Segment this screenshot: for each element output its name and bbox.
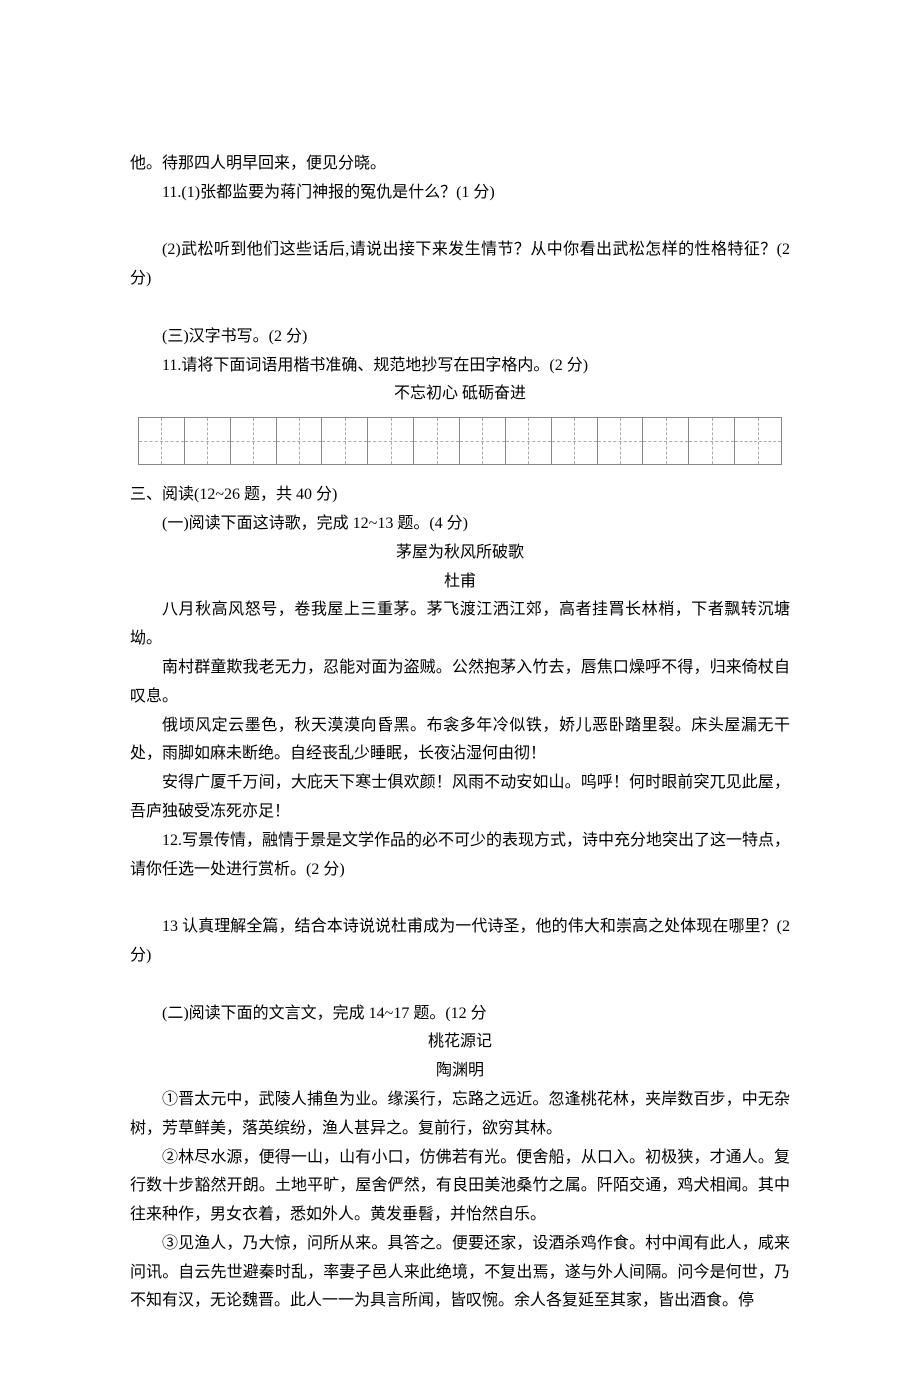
tianzige-cell — [185, 418, 231, 464]
reading-sub1-heading: (一)阅读下面这诗歌，完成 12~13 题。(4 分) — [130, 510, 790, 539]
prose-title: 桃花源记 — [130, 1028, 790, 1057]
tianzige-cell — [322, 418, 368, 464]
tianzige-grid — [138, 417, 782, 465]
poem-author: 杜甫 — [130, 568, 790, 597]
spacer — [130, 884, 790, 913]
question-11-instruction: 11.请将下面词语用楷书准确、规范地抄写在田字格内。(2 分) — [130, 352, 790, 381]
spacer — [130, 294, 790, 323]
spacer — [130, 971, 790, 1000]
question-11-1: 11.(1)张都监要为蒋门神报的冤仇是什么？(1 分) — [130, 179, 790, 208]
prose-author: 陶渊明 — [130, 1057, 790, 1086]
tianzige-cell — [506, 418, 552, 464]
continuation-line: 他。待那四人明早回来，便见分晓。 — [130, 150, 790, 179]
poem-title: 茅屋为秋风所破歌 — [130, 539, 790, 568]
reading-section-heading: 三、阅读(12~26 题，共 40 分) — [130, 481, 790, 510]
tianzige-cell — [139, 418, 185, 464]
question-12: 12.写景传情，融情于景是文学作品的必不可少的表现方式，诗中充分地突出了这一特点… — [130, 827, 790, 885]
question-11-2: (2)武松听到他们这些话后,请说出接下来发生情节？从中你看出武松怎样的性格特征？… — [130, 236, 790, 294]
document-body: 他。待那四人明早回来，便见分晓。 11.(1)张都监要为蒋门神报的冤仇是什么？(… — [130, 150, 790, 1316]
tianzige-cell — [598, 418, 644, 464]
prose-paragraph-2: ②林尽水源，便得一山，山有小口，仿佛若有光。便舍船，从口入。初极狭，才通人。复行… — [130, 1144, 790, 1230]
tianzige-cell — [735, 418, 781, 464]
prose-paragraph-1: ①晋太元中，武陵人捕鱼为业。缘溪行，忘路之远近。忽逢桃花林，夹岸数百步，中无杂树… — [130, 1086, 790, 1144]
poem-paragraph-1: 八月秋高风怒号，卷我屋上三重茅。茅飞渡江洒江郊，高者挂罥长林梢，下者飘转沉塘坳。 — [130, 596, 790, 654]
tianzige-cell — [552, 418, 598, 464]
tianzige-cell — [414, 418, 460, 464]
tianzige-cell — [277, 418, 323, 464]
question-13: 13 认真理解全篇，结合本诗说说杜甫成为一代诗圣，他的伟大和崇高之处体现在哪里？… — [130, 913, 790, 971]
phrase-to-copy: 不忘初心 砥砺奋进 — [130, 380, 790, 409]
reading-sub2-heading: (二)阅读下面的文言文，完成 14~17 题。(12 分 — [130, 1000, 790, 1029]
prose-paragraph-3: ③见渔人，乃大惊，问所从来。具答之。便要还家，设酒杀鸡作食。村中闻有此人，咸来问… — [130, 1230, 790, 1316]
poem-paragraph-4: 安得广厦千万间，大庇天下寒士俱欢颜！风雨不动安如山。呜呼！何时眼前突兀见此屋，吾… — [130, 769, 790, 827]
tianzige-cell — [368, 418, 414, 464]
poem-paragraph-3: 俄顷风定云墨色，秋天漠漠向昏黑。布衾多年冷似铁，娇儿恶卧踏里裂。床头屋漏无干处，… — [130, 712, 790, 770]
poem-paragraph-2: 南村群童欺我老无力，忍能对面为盗贼。公然抱茅入竹去，唇焦口燥呼不得，归来倚杖自叹… — [130, 654, 790, 712]
tianzige-cell — [231, 418, 277, 464]
tianzige-cell — [643, 418, 689, 464]
spacer — [130, 208, 790, 237]
section-3-heading: (三)汉字书写。(2 分) — [130, 323, 790, 352]
tianzige-cell — [689, 418, 735, 464]
tianzige-cell — [460, 418, 506, 464]
